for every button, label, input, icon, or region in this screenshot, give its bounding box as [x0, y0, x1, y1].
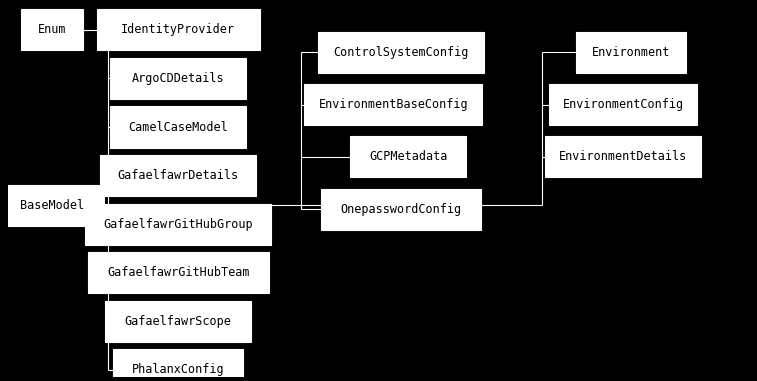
FancyBboxPatch shape	[321, 189, 481, 230]
Text: PhalanxConfig: PhalanxConfig	[132, 363, 225, 376]
Text: EnvironmentBaseConfig: EnvironmentBaseConfig	[319, 98, 468, 111]
FancyBboxPatch shape	[350, 136, 466, 178]
Text: IdentityProvider: IdentityProvider	[121, 24, 235, 37]
FancyBboxPatch shape	[576, 32, 686, 73]
FancyBboxPatch shape	[86, 203, 271, 245]
FancyBboxPatch shape	[0, 185, 104, 226]
FancyBboxPatch shape	[110, 107, 247, 147]
Text: EnvironmentDetails: EnvironmentDetails	[559, 150, 687, 163]
Text: OnepasswordConfig: OnepasswordConfig	[340, 203, 461, 216]
FancyBboxPatch shape	[113, 349, 244, 381]
FancyBboxPatch shape	[100, 155, 256, 196]
Text: GafaelfawrDetails: GafaelfawrDetails	[117, 169, 238, 182]
FancyBboxPatch shape	[318, 32, 484, 73]
FancyBboxPatch shape	[549, 84, 697, 125]
FancyBboxPatch shape	[88, 252, 269, 293]
Text: Enum: Enum	[38, 24, 67, 37]
Text: BaseModel: BaseModel	[20, 199, 84, 212]
Text: GCPMetadata: GCPMetadata	[369, 150, 447, 163]
FancyBboxPatch shape	[21, 10, 83, 51]
Text: GafaelfawrGitHubTeam: GafaelfawrGitHubTeam	[107, 266, 250, 279]
FancyBboxPatch shape	[304, 84, 482, 125]
Text: EnvironmentConfig: EnvironmentConfig	[562, 98, 684, 111]
FancyBboxPatch shape	[97, 10, 260, 51]
Text: CamelCaseModel: CamelCaseModel	[129, 120, 228, 133]
Text: GafaelfawrScope: GafaelfawrScope	[125, 315, 232, 328]
Text: ControlSystemConfig: ControlSystemConfig	[333, 46, 469, 59]
Text: Environment: Environment	[591, 46, 670, 59]
Text: ArgoCDDetails: ArgoCDDetails	[132, 72, 225, 85]
FancyBboxPatch shape	[110, 58, 247, 99]
FancyBboxPatch shape	[545, 136, 701, 178]
FancyBboxPatch shape	[105, 301, 251, 342]
Text: GafaelfawrGitHubGroup: GafaelfawrGitHubGroup	[104, 218, 253, 231]
